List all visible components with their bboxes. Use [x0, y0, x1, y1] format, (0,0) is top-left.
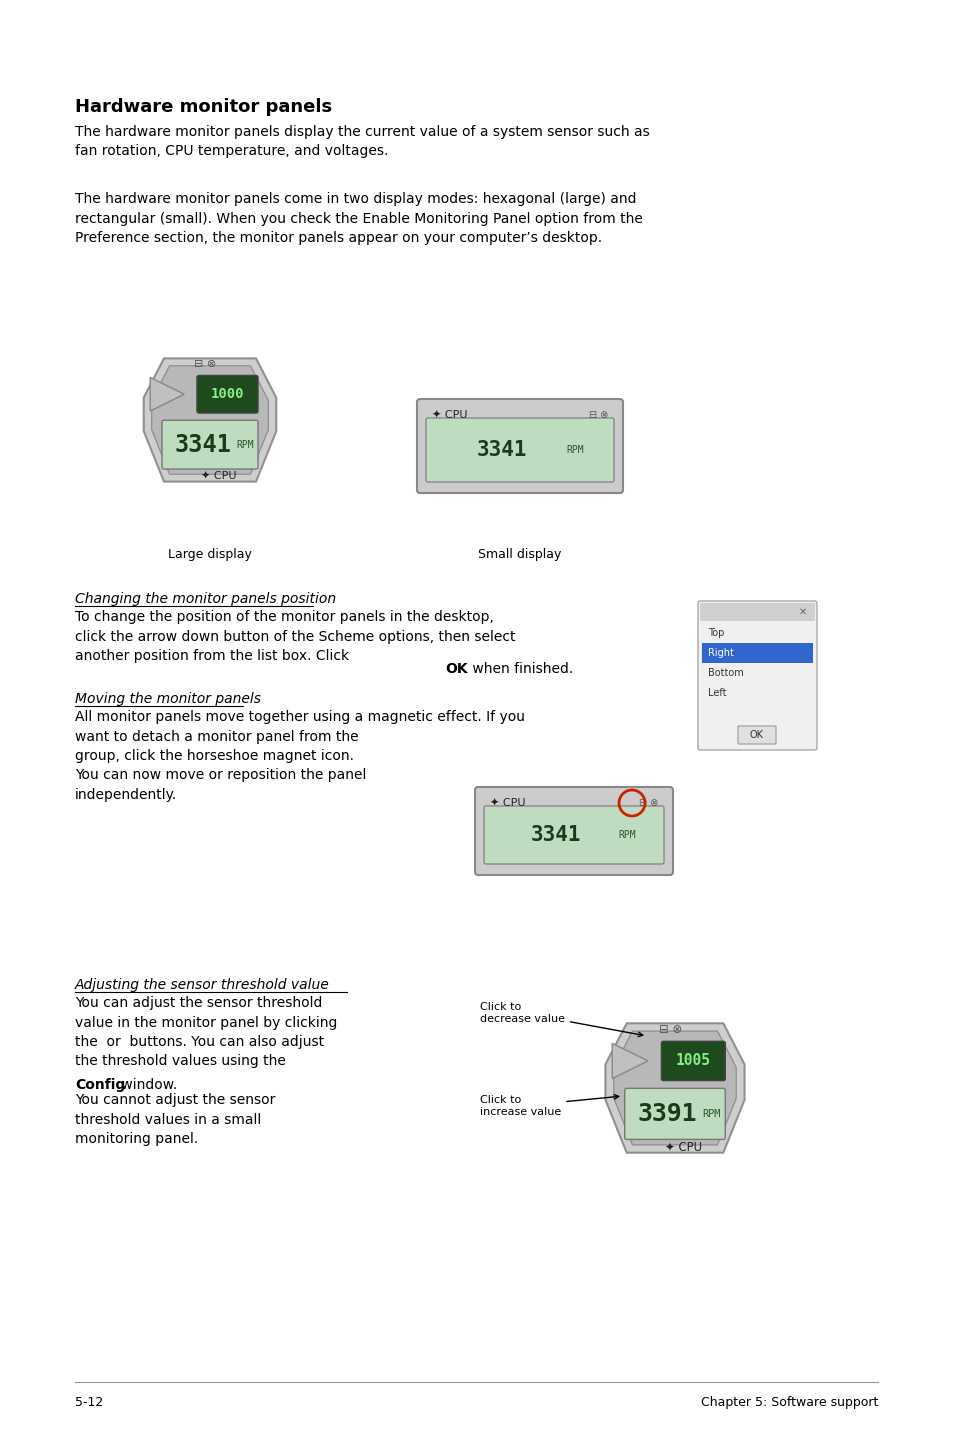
Text: You can adjust the sensor threshold
value in the monitor panel by clicking
the  : You can adjust the sensor threshold valu… — [75, 997, 337, 1068]
Text: Click to
decrease value: Click to decrease value — [479, 1002, 642, 1037]
Text: RPM: RPM — [236, 440, 253, 450]
Text: You cannot adjust the sensor
threshold values in a small
monitoring panel.: You cannot adjust the sensor threshold v… — [75, 1093, 275, 1146]
Text: Click to
increase value: Click to increase value — [479, 1094, 618, 1117]
Text: ✦ CPU: ✦ CPU — [664, 1140, 701, 1153]
Text: All monitor panels move together using a magnetic effect. If you
want to detach : All monitor panels move together using a… — [75, 710, 524, 802]
Text: Top: Top — [707, 628, 723, 638]
Text: ⊟ ⊗: ⊟ ⊗ — [194, 360, 216, 370]
Text: 3341: 3341 — [476, 440, 526, 460]
FancyBboxPatch shape — [660, 1041, 724, 1080]
Text: 5-12: 5-12 — [75, 1396, 103, 1409]
Text: ⊟ ⊗: ⊟ ⊗ — [588, 410, 607, 420]
Polygon shape — [152, 365, 268, 475]
Text: The hardware monitor panels display the current value of a system sensor such as: The hardware monitor panels display the … — [75, 125, 649, 158]
Text: 1005: 1005 — [675, 1054, 710, 1068]
Text: RPM: RPM — [566, 444, 583, 454]
Text: ✦ CPU: ✦ CPU — [200, 472, 236, 480]
Text: Small display: Small display — [477, 548, 561, 561]
FancyBboxPatch shape — [624, 1089, 724, 1139]
Text: 3391: 3391 — [637, 1102, 697, 1126]
Text: OK: OK — [444, 661, 467, 676]
Text: Right: Right — [707, 649, 733, 659]
FancyBboxPatch shape — [162, 420, 257, 469]
Polygon shape — [150, 377, 184, 411]
Text: when finished.: when finished. — [468, 661, 573, 676]
FancyBboxPatch shape — [475, 787, 672, 874]
Text: ⊟ ⊗: ⊟ ⊗ — [658, 1022, 681, 1035]
Text: The hardware monitor panels come in two display modes: hexagonal (large) and
rec: The hardware monitor panels come in two … — [75, 193, 642, 244]
Text: OK: OK — [749, 731, 763, 741]
Text: Hardware monitor panels: Hardware monitor panels — [75, 98, 332, 116]
Text: RPM: RPM — [618, 830, 635, 840]
FancyBboxPatch shape — [426, 418, 614, 482]
Text: 3341: 3341 — [174, 433, 231, 457]
Text: ✦ CPU: ✦ CPU — [490, 798, 525, 808]
Text: Adjusting the sensor threshold value: Adjusting the sensor threshold value — [75, 978, 330, 992]
Text: Left: Left — [707, 687, 726, 697]
Text: ✦ CPU: ✦ CPU — [432, 410, 467, 420]
Bar — [700, 603, 814, 621]
Text: ⊟ ⊗: ⊟ ⊗ — [638, 798, 658, 808]
FancyBboxPatch shape — [698, 601, 816, 751]
Bar — [701, 643, 812, 663]
Text: To change the position of the monitor panels in the desktop,
click the arrow dow: To change the position of the monitor pa… — [75, 610, 515, 663]
FancyBboxPatch shape — [738, 726, 775, 743]
Polygon shape — [605, 1024, 743, 1153]
Text: Config: Config — [75, 1078, 125, 1091]
Text: window.: window. — [117, 1078, 177, 1091]
Text: Changing the monitor panels position: Changing the monitor panels position — [75, 592, 335, 605]
Text: 3341: 3341 — [531, 825, 581, 846]
Text: Moving the monitor panels: Moving the monitor panels — [75, 692, 261, 706]
Text: 1000: 1000 — [211, 387, 244, 401]
FancyBboxPatch shape — [196, 375, 257, 413]
FancyBboxPatch shape — [416, 398, 622, 493]
Text: Bottom: Bottom — [707, 669, 743, 677]
FancyBboxPatch shape — [483, 807, 663, 864]
Polygon shape — [612, 1044, 647, 1078]
Polygon shape — [144, 358, 276, 482]
Text: ✕: ✕ — [798, 607, 806, 617]
Text: RPM: RPM — [701, 1109, 720, 1119]
Text: Chapter 5: Software support: Chapter 5: Software support — [700, 1396, 877, 1409]
Polygon shape — [613, 1031, 736, 1145]
Text: Large display: Large display — [168, 548, 252, 561]
